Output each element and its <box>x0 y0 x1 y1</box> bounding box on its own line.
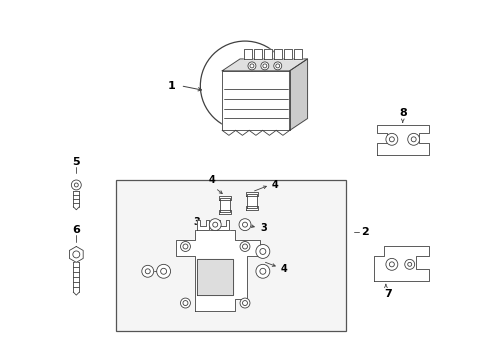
Circle shape <box>255 244 269 258</box>
Polygon shape <box>293 49 301 59</box>
Circle shape <box>180 242 190 251</box>
Polygon shape <box>197 260 233 295</box>
Circle shape <box>156 264 170 278</box>
Circle shape <box>242 244 247 249</box>
Circle shape <box>273 62 281 70</box>
Circle shape <box>212 222 217 227</box>
Circle shape <box>249 64 253 68</box>
Circle shape <box>74 183 78 187</box>
Circle shape <box>73 251 80 258</box>
Text: 7: 7 <box>383 289 391 299</box>
Circle shape <box>260 62 268 70</box>
Text: 4: 4 <box>208 175 215 185</box>
Circle shape <box>385 133 397 145</box>
Polygon shape <box>69 247 83 262</box>
Polygon shape <box>246 194 256 208</box>
Polygon shape <box>273 49 281 59</box>
Polygon shape <box>264 49 271 59</box>
Polygon shape <box>197 220 209 230</box>
Circle shape <box>407 262 411 266</box>
Circle shape <box>161 268 166 274</box>
Text: 4: 4 <box>280 264 287 274</box>
Text: 6: 6 <box>72 225 80 235</box>
Circle shape <box>183 244 187 249</box>
Circle shape <box>259 248 265 255</box>
Text: 3: 3 <box>259 222 266 233</box>
Polygon shape <box>245 206 257 210</box>
Circle shape <box>142 265 153 277</box>
Circle shape <box>263 64 266 68</box>
Circle shape <box>275 64 279 68</box>
Text: 8: 8 <box>398 108 406 118</box>
Polygon shape <box>222 71 289 130</box>
Circle shape <box>410 137 415 142</box>
Text: 1: 1 <box>167 81 175 91</box>
Circle shape <box>242 301 247 306</box>
Polygon shape <box>289 59 307 130</box>
Text: 2: 2 <box>360 226 368 237</box>
Circle shape <box>388 137 393 142</box>
Polygon shape <box>175 230 259 311</box>
Circle shape <box>388 262 393 267</box>
Text: 4: 4 <box>271 180 278 190</box>
Circle shape <box>71 180 81 190</box>
Circle shape <box>239 219 250 231</box>
Polygon shape <box>245 192 257 196</box>
Polygon shape <box>220 198 230 212</box>
Polygon shape <box>373 247 427 281</box>
Circle shape <box>404 260 414 269</box>
Circle shape <box>240 298 249 308</box>
Circle shape <box>407 133 419 145</box>
Circle shape <box>145 269 150 274</box>
Circle shape <box>259 268 265 274</box>
Polygon shape <box>219 196 231 200</box>
Polygon shape <box>219 210 231 214</box>
Text: 5: 5 <box>72 157 80 167</box>
Circle shape <box>242 222 247 227</box>
Circle shape <box>180 298 190 308</box>
Circle shape <box>183 301 187 306</box>
Polygon shape <box>253 49 262 59</box>
Circle shape <box>247 62 255 70</box>
Circle shape <box>240 242 249 251</box>
Text: 3: 3 <box>193 217 200 227</box>
Polygon shape <box>283 49 291 59</box>
Bar <box>116 180 346 331</box>
Circle shape <box>255 264 269 278</box>
Circle shape <box>209 219 221 231</box>
Polygon shape <box>222 59 307 71</box>
Polygon shape <box>376 125 427 155</box>
Polygon shape <box>244 49 251 59</box>
Polygon shape <box>217 220 229 230</box>
Circle shape <box>385 258 397 270</box>
